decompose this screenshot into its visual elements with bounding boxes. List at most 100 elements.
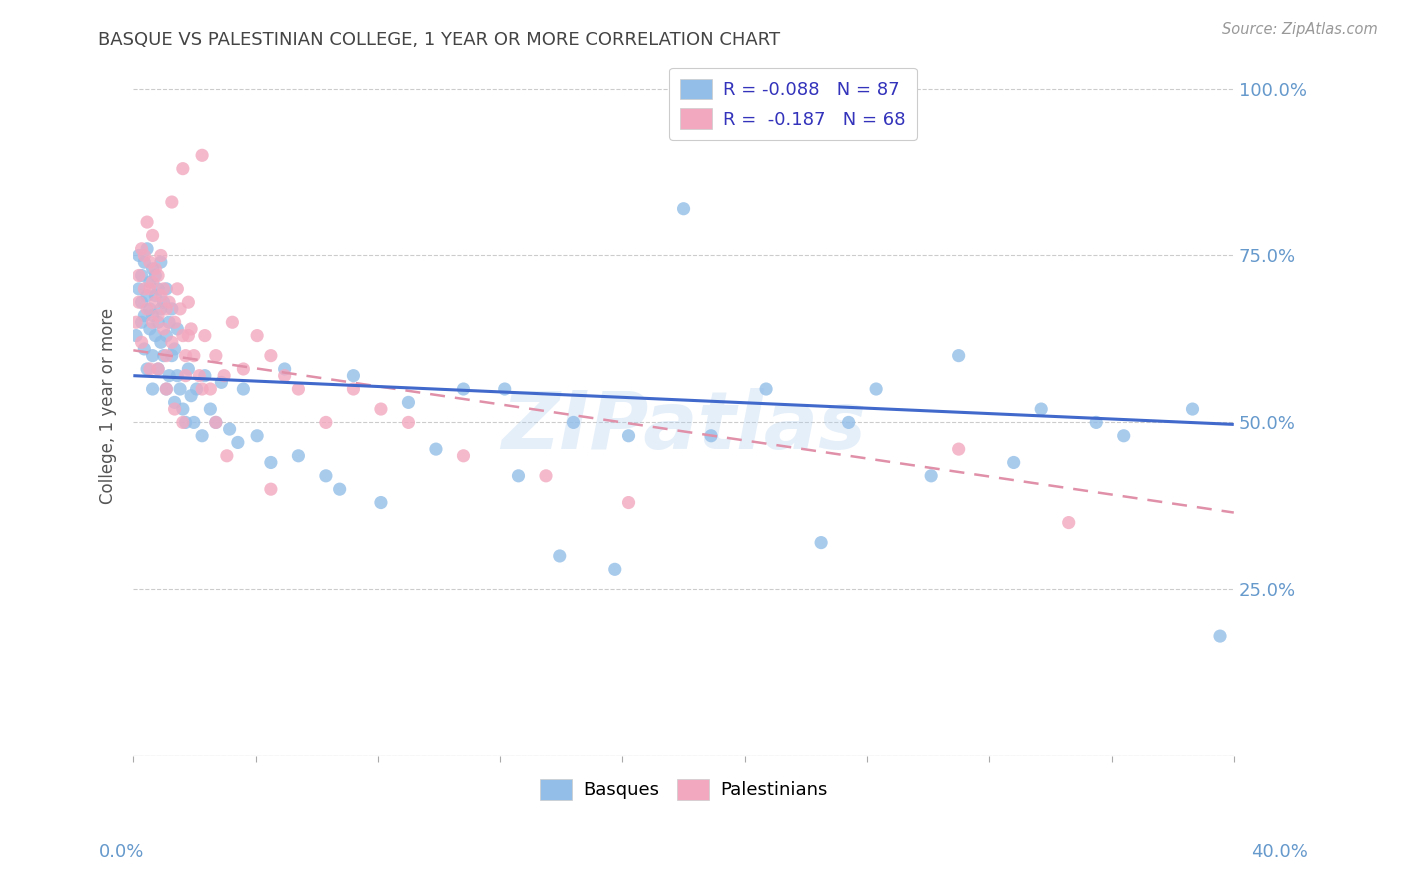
Point xyxy=(163,315,186,329)
Point xyxy=(139,255,162,269)
Point xyxy=(128,282,150,296)
Point xyxy=(149,301,172,316)
Point xyxy=(136,362,159,376)
Legend: Basques, Palestinians: Basques, Palestinians xyxy=(533,772,835,807)
Point xyxy=(125,328,148,343)
Point xyxy=(152,322,174,336)
Point xyxy=(1085,416,1108,430)
Point xyxy=(128,268,150,283)
Point xyxy=(810,535,832,549)
Text: 40.0%: 40.0% xyxy=(1251,843,1308,861)
Point xyxy=(155,328,177,343)
Point xyxy=(534,468,557,483)
Point xyxy=(152,282,174,296)
Point xyxy=(139,362,162,376)
Point xyxy=(139,301,162,316)
Point xyxy=(172,416,194,430)
Point xyxy=(134,309,156,323)
Point xyxy=(166,368,188,383)
Point xyxy=(174,349,197,363)
Point xyxy=(134,282,156,296)
Y-axis label: College, 1 year or more: College, 1 year or more xyxy=(100,308,117,504)
Point xyxy=(149,288,172,302)
Point xyxy=(329,482,352,496)
Point xyxy=(603,562,626,576)
Point xyxy=(453,449,475,463)
Point xyxy=(617,429,640,443)
Point xyxy=(174,416,197,430)
Point xyxy=(163,342,186,356)
Point xyxy=(136,242,159,256)
Point xyxy=(260,349,283,363)
Point xyxy=(838,416,860,430)
Point xyxy=(131,242,153,256)
Point xyxy=(287,382,309,396)
Point xyxy=(194,368,217,383)
Point xyxy=(143,268,166,283)
Point xyxy=(191,382,214,396)
Point xyxy=(160,301,183,316)
Point xyxy=(172,328,194,343)
Point xyxy=(948,442,970,456)
Point xyxy=(157,368,180,383)
Point xyxy=(139,322,162,336)
Point xyxy=(177,362,200,376)
Point xyxy=(1002,455,1025,469)
Point xyxy=(134,255,156,269)
Point xyxy=(494,382,516,396)
Point xyxy=(136,215,159,229)
Point xyxy=(131,295,153,310)
Point xyxy=(146,362,169,376)
Text: BASQUE VS PALESTINIAN COLLEGE, 1 YEAR OR MORE CORRELATION CHART: BASQUE VS PALESTINIAN COLLEGE, 1 YEAR OR… xyxy=(98,31,780,49)
Point xyxy=(149,255,172,269)
Point xyxy=(342,368,364,383)
Point xyxy=(152,349,174,363)
Point xyxy=(143,288,166,302)
Point xyxy=(172,161,194,176)
Point xyxy=(226,435,249,450)
Point xyxy=(186,382,208,396)
Point xyxy=(188,368,211,383)
Point xyxy=(143,328,166,343)
Point xyxy=(143,261,166,276)
Point xyxy=(155,382,177,396)
Point xyxy=(508,468,530,483)
Point xyxy=(232,382,254,396)
Point xyxy=(273,362,295,376)
Point xyxy=(163,402,186,417)
Point xyxy=(755,382,778,396)
Point xyxy=(134,342,156,356)
Point xyxy=(191,148,214,162)
Point xyxy=(155,301,177,316)
Point xyxy=(131,335,153,350)
Text: 0.0%: 0.0% xyxy=(98,843,143,861)
Point xyxy=(205,416,228,430)
Point xyxy=(191,429,214,443)
Point xyxy=(146,362,169,376)
Point xyxy=(920,468,942,483)
Point xyxy=(131,315,153,329)
Point xyxy=(548,549,571,563)
Point xyxy=(180,389,202,403)
Point xyxy=(177,328,200,343)
Point xyxy=(273,368,295,383)
Point xyxy=(146,282,169,296)
Point xyxy=(134,248,156,262)
Point xyxy=(136,301,159,316)
Point xyxy=(398,395,420,409)
Point xyxy=(287,449,309,463)
Point xyxy=(169,382,191,396)
Point xyxy=(315,468,337,483)
Point xyxy=(425,442,447,456)
Point xyxy=(260,455,283,469)
Point xyxy=(218,422,240,436)
Point xyxy=(194,328,217,343)
Point xyxy=(865,382,887,396)
Point xyxy=(212,368,235,383)
Point xyxy=(139,275,162,289)
Point xyxy=(131,268,153,283)
Point xyxy=(155,382,177,396)
Point xyxy=(200,382,222,396)
Point xyxy=(125,315,148,329)
Point xyxy=(232,362,254,376)
